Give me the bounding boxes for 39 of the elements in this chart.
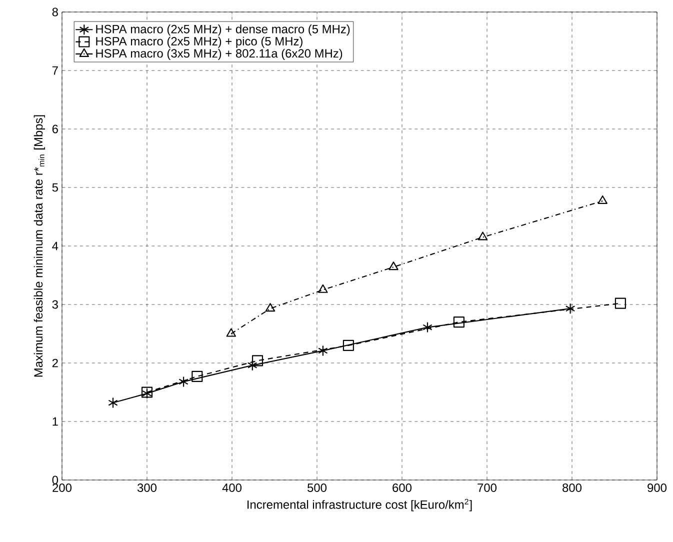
point [478,232,488,240]
x-tick-label: 200 [52,484,72,492]
y-axis-title: Maximum feasible minimum data rate r*$_{min}$ [Mbps] [34,115,45,377]
x-tick-label: 600 [392,484,412,492]
y-tick-label: 2 [52,358,58,368]
point [318,345,328,356]
y-tick-label: 3 [52,300,58,309]
x-tick-label: 500 [308,484,327,492]
y-tick-label: 1 [52,417,58,426]
x-tick-label: 700 [478,484,497,492]
y-tick-label: 8 [52,8,58,16]
y-tick-label: 4 [52,242,58,250]
point [248,360,258,371]
point [422,322,432,333]
point [318,284,328,293]
legend-label: HSPA macro (2x5 MHz) + pico (5 MHz) [96,36,302,48]
y-tick-label: 6 [52,124,58,134]
point [453,316,464,328]
legend-label: HSPA macro (3x5 MHz) + 802.11a (6x20 MHz) [96,48,342,60]
x-tick-label: 300 [137,484,157,492]
point [565,303,576,314]
legend-label: HSPA macro (2x5 MHz) + dense macro (5 MHz) [96,24,350,36]
point [252,355,264,366]
point [178,376,188,388]
y-tick-label: 5 [52,183,58,192]
point [192,370,203,382]
y-tick-label: 0 [52,476,58,484]
point [614,298,626,309]
x-tick-label: 400 [222,484,242,492]
point [265,303,276,312]
y-tick-label: 7 [52,66,58,75]
point [342,340,354,351]
point [226,328,236,337]
point [388,262,398,270]
x-axis-title: Incremental infrastructure cost [kEuro/km$^{2}$] [248,498,472,512]
x-tick-label: 900 [648,484,667,492]
x-tick-label: 800 [562,484,582,492]
point [108,397,118,408]
point [598,195,608,204]
